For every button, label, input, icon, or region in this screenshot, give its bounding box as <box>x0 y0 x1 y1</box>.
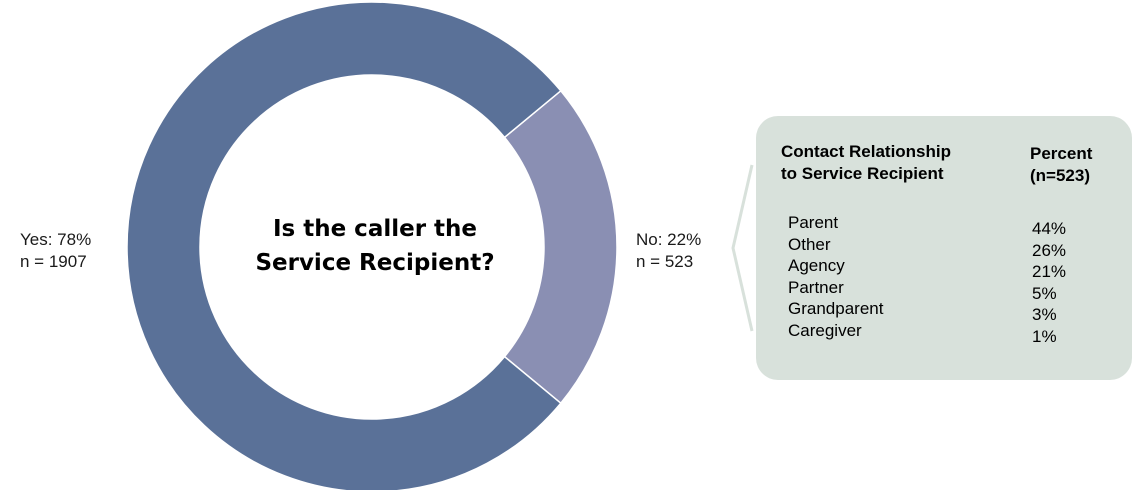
donut-slices <box>126 1 618 490</box>
relationship-item: Grandparent <box>788 299 884 318</box>
donut-slice-no <box>503 89 618 405</box>
relationship-item: Caregiver <box>788 320 862 340</box>
header-percent-line-2: (n=523) <box>1030 166 1090 185</box>
slice-label-yes-percent: Yes: 78% <box>20 230 92 249</box>
percent-list: 44% 26% 21% 5% 3% 1% <box>1032 218 1066 347</box>
header-percent-line-1: Percent <box>1030 144 1093 163</box>
relationship-item: Partner <box>788 277 844 297</box>
relationship-item: Agency <box>788 256 845 275</box>
percent-item: 21% <box>1032 262 1067 281</box>
percent-item: 3% <box>1032 305 1057 324</box>
header-relationship-line-1: Contact Relationship <box>781 142 952 161</box>
relationship-item: Parent <box>788 213 839 232</box>
percent-item: 5% <box>1032 283 1057 303</box>
slice-label-yes: Yes: 78% n = 1907 <box>20 229 91 273</box>
chart-title: Is the caller the Service Recipient? <box>255 216 495 276</box>
header-relationship-line-2: to Service Recipient <box>781 164 944 183</box>
percent-item: 44% <box>1032 219 1067 238</box>
callout-box <box>756 116 1132 380</box>
relationship-item: Other <box>788 234 831 254</box>
donut-slice-yes <box>126 1 562 490</box>
slice-label-no: No: 22% n = 523 <box>636 229 701 273</box>
percent-item: 1% <box>1032 326 1057 346</box>
callout-header-percent: Percent (n=523) <box>1030 143 1092 187</box>
callout-connector <box>731 164 754 332</box>
relationship-list: Parent Other Agency Partner Grandparent … <box>788 212 883 341</box>
percent-item: 26% <box>1032 240 1067 260</box>
callout-header-relationship: Contact Relationship to Service Recipien… <box>781 141 951 185</box>
slice-label-no-percent: No: 22% <box>636 230 702 249</box>
slice-label-no-count: n = 523 <box>636 252 694 271</box>
slice-label-yes-count: n = 1907 <box>20 252 87 271</box>
